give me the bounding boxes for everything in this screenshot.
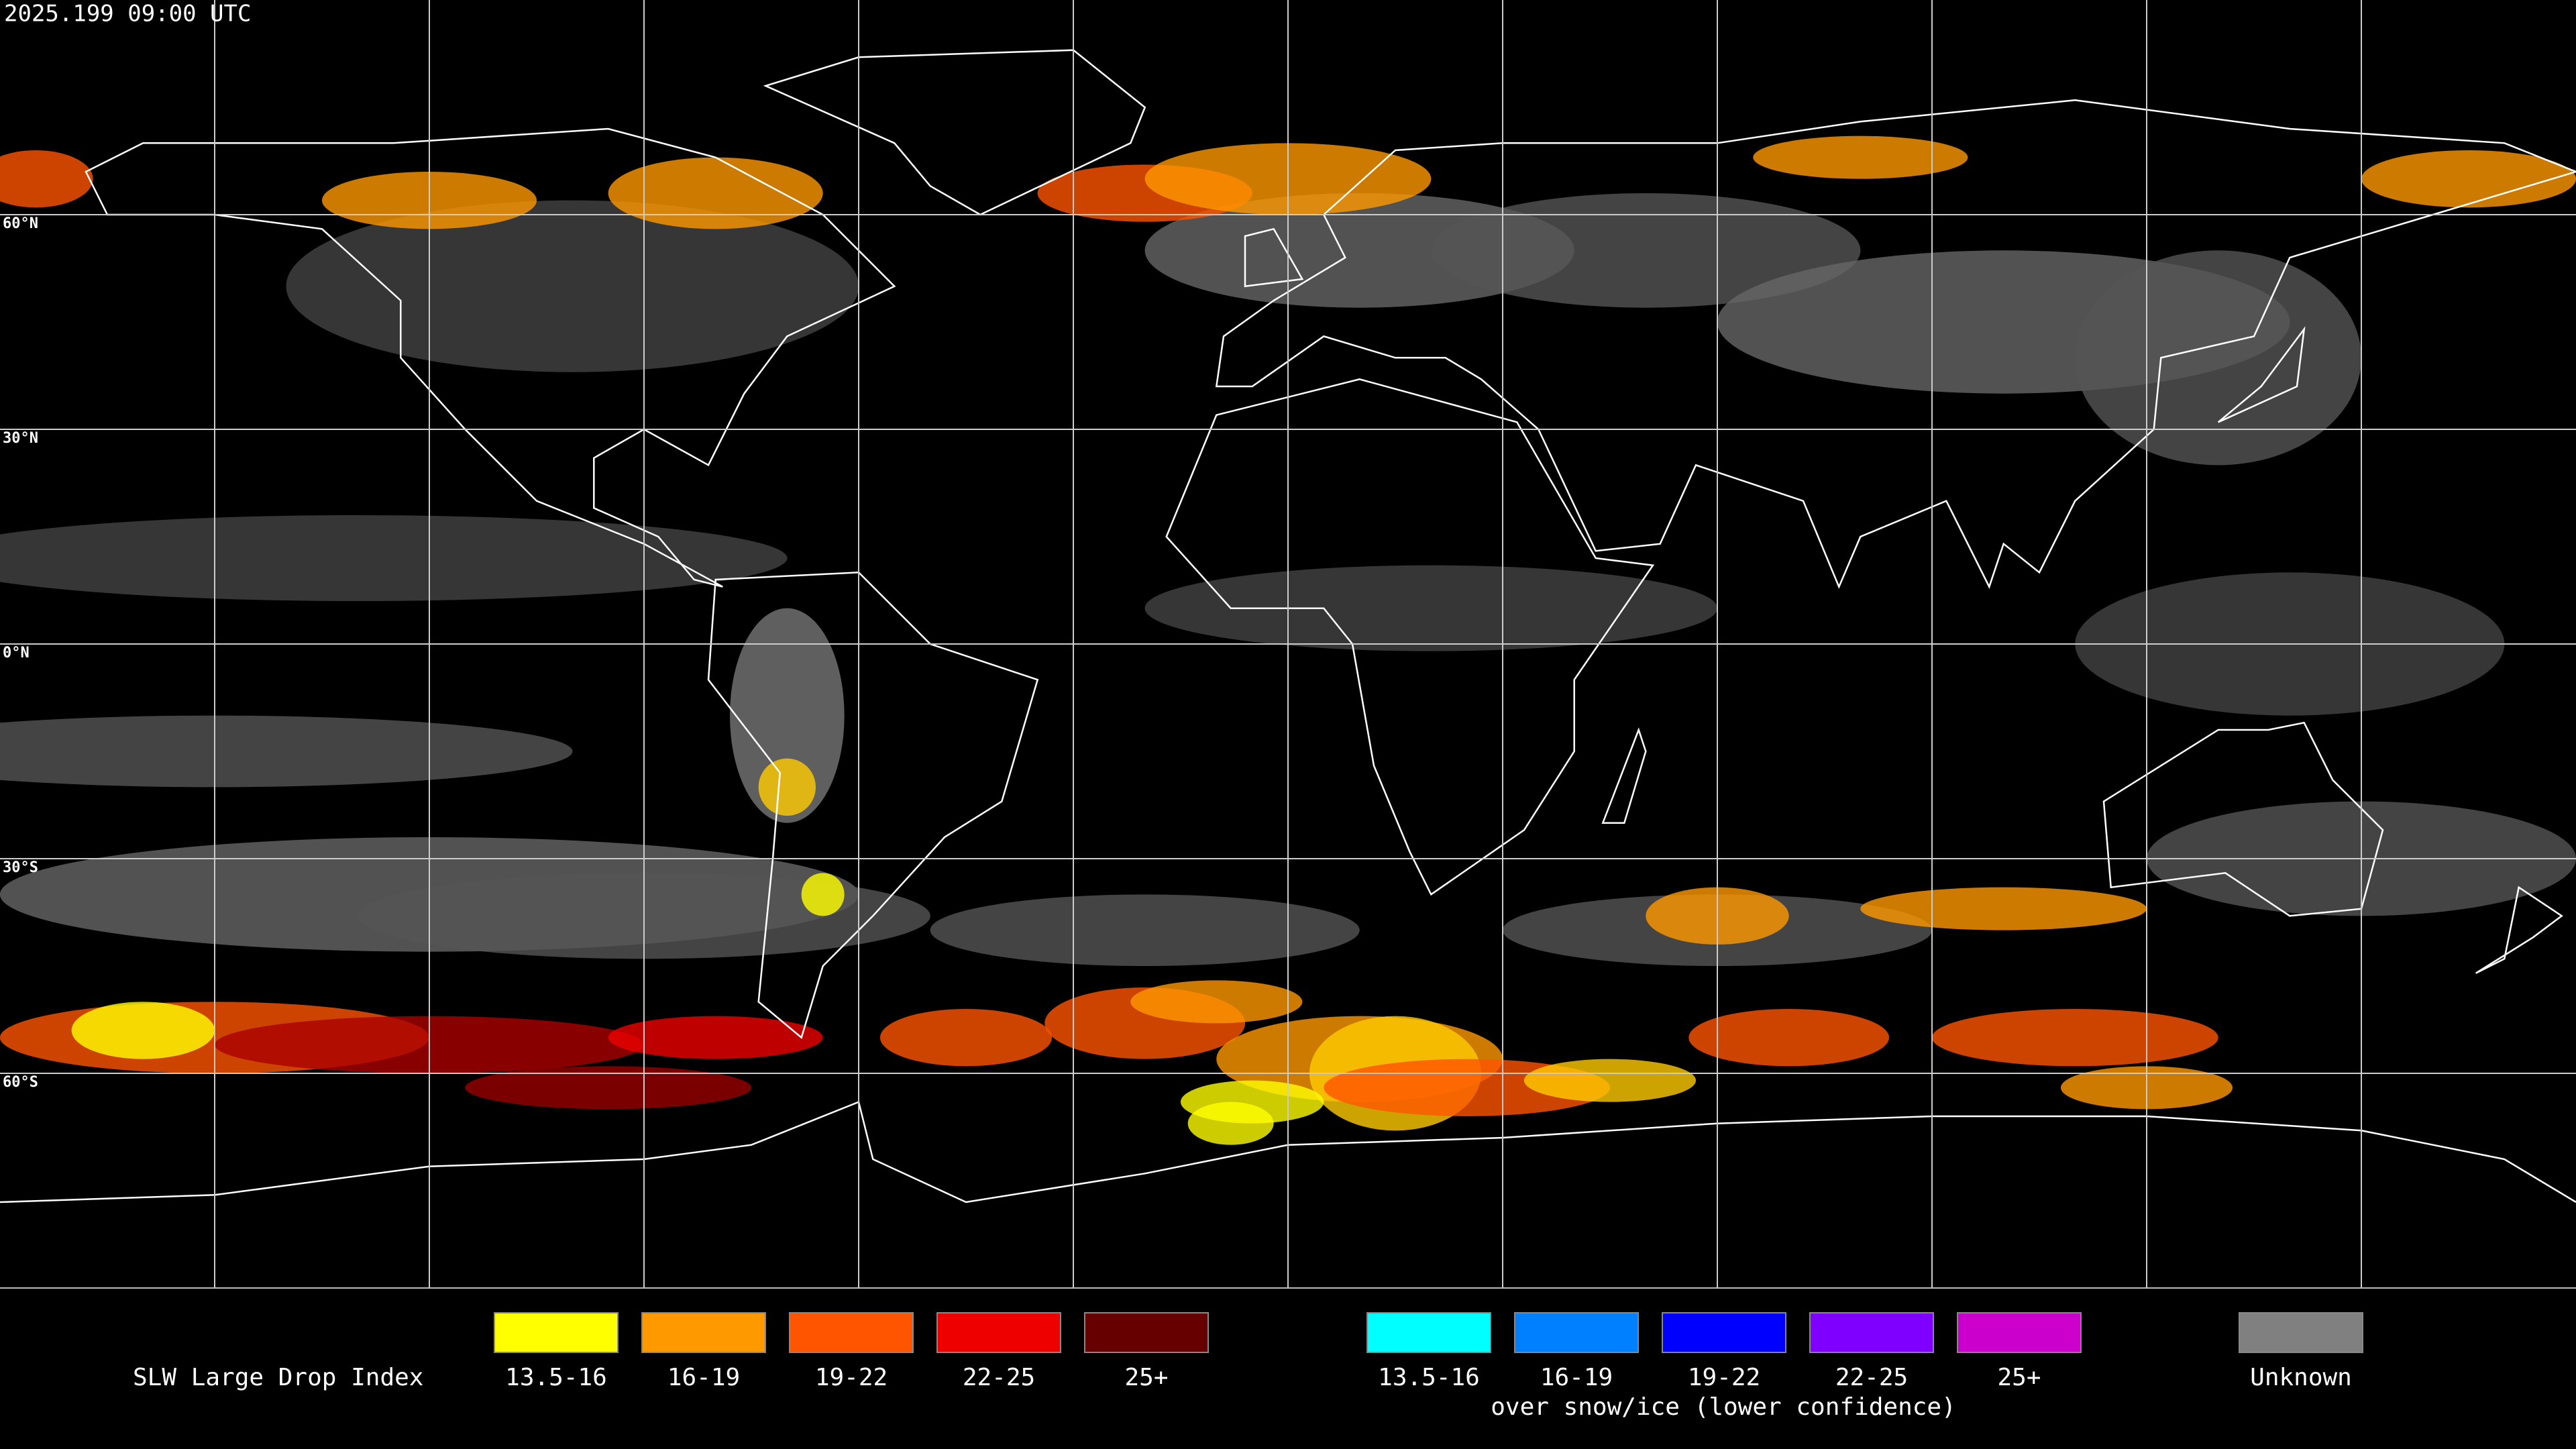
legend-label: 19-22 <box>815 1364 888 1391</box>
cloud-patch <box>729 608 845 823</box>
coastlines <box>0 49 2576 1203</box>
legend-label: 16-19 <box>667 1364 740 1391</box>
lat-label: 0°N <box>3 645 30 661</box>
coastline <box>2102 721 2384 917</box>
cloud-patch <box>2361 150 2576 208</box>
legend-swatch <box>1084 1312 1209 1353</box>
lat-label: 30°N <box>3 430 38 447</box>
cloud-patch <box>1187 1102 1274 1145</box>
legend-label: 16-19 <box>1540 1364 1613 1391</box>
cloud-patch <box>758 758 816 816</box>
coastline <box>1601 727 1647 824</box>
legend-swatch <box>789 1312 914 1353</box>
legend: SLW Large Drop Index over snow/ice (lowe… <box>133 1312 2363 1421</box>
cloud-patch <box>1130 980 1303 1024</box>
lat-label: 30°S <box>3 859 38 876</box>
coastline <box>763 49 1146 216</box>
cloud-patch <box>1860 887 2147 930</box>
lat-label: 60°N <box>3 215 38 232</box>
legend-label: 22-25 <box>963 1364 1035 1391</box>
legend-swatch <box>1809 1312 1934 1353</box>
legend-title: SLW Large Drop Index <box>133 1364 423 1391</box>
legend-label: Unknown <box>2250 1364 2352 1391</box>
coastline <box>1165 378 1655 896</box>
cloud-patch <box>930 894 1360 967</box>
cloud-patch <box>1688 1008 1890 1067</box>
legend-swatch <box>2239 1312 2363 1353</box>
cloud-patch <box>801 873 845 916</box>
cloud-patch <box>0 150 93 208</box>
legend-label: 13.5-16 <box>1378 1364 1480 1391</box>
coastline <box>2217 326 2306 423</box>
legend-swatch <box>494 1312 619 1353</box>
cloud-patch <box>2075 250 2362 466</box>
legend-label: 13.5-16 <box>505 1364 607 1391</box>
cloud-patch <box>1431 193 1861 308</box>
legend-caption: over snow/ice (lower confidence) <box>1491 1393 1956 1421</box>
legend-swatch <box>936 1312 1061 1353</box>
legend-label: 25+ <box>1997 1364 2041 1391</box>
cloud-patch <box>1753 136 1968 179</box>
lat-label: 60°S <box>3 1074 38 1091</box>
cloud-patch <box>879 1008 1053 1067</box>
graticule: 60°N 30°N 0°N 30°S 60°S <box>0 0 2576 1288</box>
cloud-patch <box>286 200 859 372</box>
coastline <box>85 127 896 588</box>
cloud-patch <box>608 1016 823 1059</box>
coastline <box>0 1101 2576 1203</box>
legend-swatch <box>1514 1312 1639 1353</box>
legend-swatch <box>1366 1312 1491 1353</box>
cloud-patch <box>1931 1008 2218 1067</box>
legend-label: 19-22 <box>1688 1364 1760 1391</box>
cloud-patch <box>71 1002 215 1059</box>
legend-swatch <box>1957 1312 2082 1353</box>
legend-swatch <box>641 1312 766 1353</box>
coastline <box>1244 227 1304 288</box>
cloud-patch <box>465 1066 752 1110</box>
cloud-patch <box>0 515 788 602</box>
legend-label: 22-25 <box>1835 1364 1908 1391</box>
coastline <box>2475 885 2563 974</box>
cloud-patch <box>608 157 823 229</box>
timestamp: 2025.199 09:00 UTC <box>4 1 251 28</box>
legend-label: 25+ <box>1124 1364 1168 1391</box>
cloud-patch <box>1523 1059 1697 1102</box>
coastline <box>1215 99 2576 589</box>
coastline <box>707 572 1039 1039</box>
legend-swatch <box>1662 1312 1786 1353</box>
